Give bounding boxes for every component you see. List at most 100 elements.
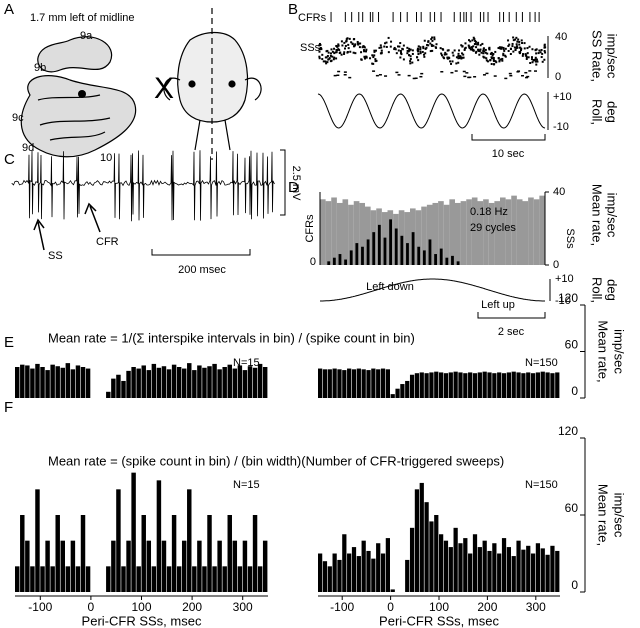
right-label: SSs bbox=[564, 228, 576, 249]
ss-rate-dot bbox=[515, 36, 518, 39]
bar bbox=[126, 370, 131, 398]
bar bbox=[318, 553, 323, 592]
ss-rate-dot bbox=[399, 50, 402, 53]
ss-rate-dot bbox=[474, 51, 477, 54]
bar bbox=[487, 372, 492, 398]
ss-rate-dot bbox=[521, 74, 525, 77]
ss-rate-dot bbox=[492, 53, 495, 56]
ss-rate-dot bbox=[394, 48, 397, 51]
bar bbox=[540, 371, 545, 398]
ss-rate-dot bbox=[419, 75, 423, 78]
bar bbox=[506, 547, 511, 592]
bar bbox=[65, 363, 71, 398]
ss-rate-dot bbox=[380, 49, 383, 52]
rate-bar bbox=[404, 212, 410, 265]
bar bbox=[207, 366, 212, 398]
ss-rate-dot bbox=[513, 46, 516, 49]
ss-rate-dot bbox=[490, 52, 493, 55]
rate-bar bbox=[331, 197, 337, 265]
ss-rate-dot bbox=[534, 49, 537, 52]
ss-rate-dot bbox=[499, 58, 502, 61]
ss-rate-dot bbox=[536, 60, 539, 63]
ss-rate-dot bbox=[479, 44, 482, 47]
ss-rate-dot bbox=[497, 57, 500, 60]
ss-rate-dot bbox=[457, 55, 460, 58]
ss-rate-dot bbox=[385, 41, 388, 44]
ss-rate-dot bbox=[531, 61, 534, 64]
x-axis-label: Peri-CFR SSs, msec bbox=[82, 613, 202, 628]
ss-rate-dot bbox=[401, 47, 404, 50]
bar bbox=[60, 540, 65, 592]
bar bbox=[121, 566, 126, 592]
bar bbox=[252, 515, 258, 592]
ss-rate-dot bbox=[326, 54, 329, 57]
ss-rate-dot bbox=[409, 62, 412, 65]
rate-bar bbox=[372, 232, 376, 265]
ss-rate-dot bbox=[335, 51, 338, 54]
bar bbox=[487, 550, 492, 592]
bar bbox=[521, 373, 526, 398]
bar bbox=[75, 566, 81, 592]
ss-rate-dot bbox=[468, 39, 471, 42]
ss-rate-dot bbox=[479, 48, 482, 51]
annotation: N=150 bbox=[525, 479, 558, 491]
roll-label: Left up bbox=[481, 299, 515, 311]
ss-rate-dot bbox=[431, 39, 434, 42]
rate-bar bbox=[500, 197, 506, 265]
bar bbox=[545, 554, 550, 592]
y-axis-label: Mean rate, bbox=[590, 184, 605, 246]
ss-rate-dot bbox=[406, 49, 409, 52]
ss-rate-dot bbox=[504, 47, 507, 50]
rate-bar bbox=[383, 237, 387, 265]
bar bbox=[15, 367, 20, 398]
ss-rate-dot bbox=[416, 49, 419, 52]
bar bbox=[322, 561, 328, 592]
bar bbox=[414, 373, 420, 398]
bar bbox=[20, 515, 25, 592]
ss-rate-dot bbox=[508, 43, 511, 46]
ss-rate-dot bbox=[409, 57, 412, 60]
ss-rate-dot bbox=[471, 47, 474, 50]
ss-rate-dot bbox=[420, 72, 424, 75]
bar bbox=[337, 369, 342, 398]
ss-rate-dot bbox=[422, 47, 425, 50]
ss-rate-dot bbox=[526, 47, 529, 50]
ss-rate-dot bbox=[541, 60, 544, 63]
ss-rate-dot bbox=[516, 40, 519, 43]
bar bbox=[202, 367, 207, 398]
ss-rate-dot bbox=[439, 47, 442, 50]
ss-rate-dot bbox=[509, 47, 512, 50]
left-label: CFRs bbox=[304, 214, 316, 243]
rate-bar bbox=[355, 243, 359, 265]
rate-bar bbox=[528, 197, 534, 265]
bar bbox=[463, 538, 468, 592]
bar bbox=[414, 489, 420, 592]
ss-rate-dot bbox=[453, 49, 456, 52]
ss-rate-dot bbox=[502, 48, 505, 51]
ss-rate-dot bbox=[521, 42, 524, 45]
bar bbox=[80, 515, 86, 592]
panel-label: A bbox=[4, 1, 14, 18]
voltage-trace bbox=[11, 150, 275, 222]
ss-rate-dot bbox=[321, 53, 324, 56]
ss-rate-dot bbox=[414, 77, 418, 79]
ss-rate-dot bbox=[514, 38, 517, 41]
ss-rate-dot bbox=[346, 50, 349, 53]
bar bbox=[121, 380, 126, 398]
bar bbox=[550, 545, 555, 592]
ss-rate-dot bbox=[520, 47, 523, 50]
ss-rate-dot bbox=[458, 57, 461, 60]
rate-axis-label: SS Rate, bbox=[590, 30, 605, 82]
ss-rate-dot bbox=[515, 45, 518, 48]
ss-rate-dot bbox=[497, 47, 500, 50]
roll-axis-label: Roll, bbox=[590, 277, 605, 303]
bar bbox=[497, 553, 502, 592]
ss-rate-dot bbox=[492, 59, 495, 62]
y-axis-label: imp/sec bbox=[612, 329, 627, 374]
ss-rate-dot bbox=[430, 38, 433, 41]
ss-rate-dot bbox=[431, 49, 434, 52]
ss-rate-dot bbox=[369, 57, 372, 60]
ss-rate-dot bbox=[525, 56, 528, 59]
ss-rate-dot bbox=[406, 52, 409, 55]
bar bbox=[395, 388, 400, 398]
